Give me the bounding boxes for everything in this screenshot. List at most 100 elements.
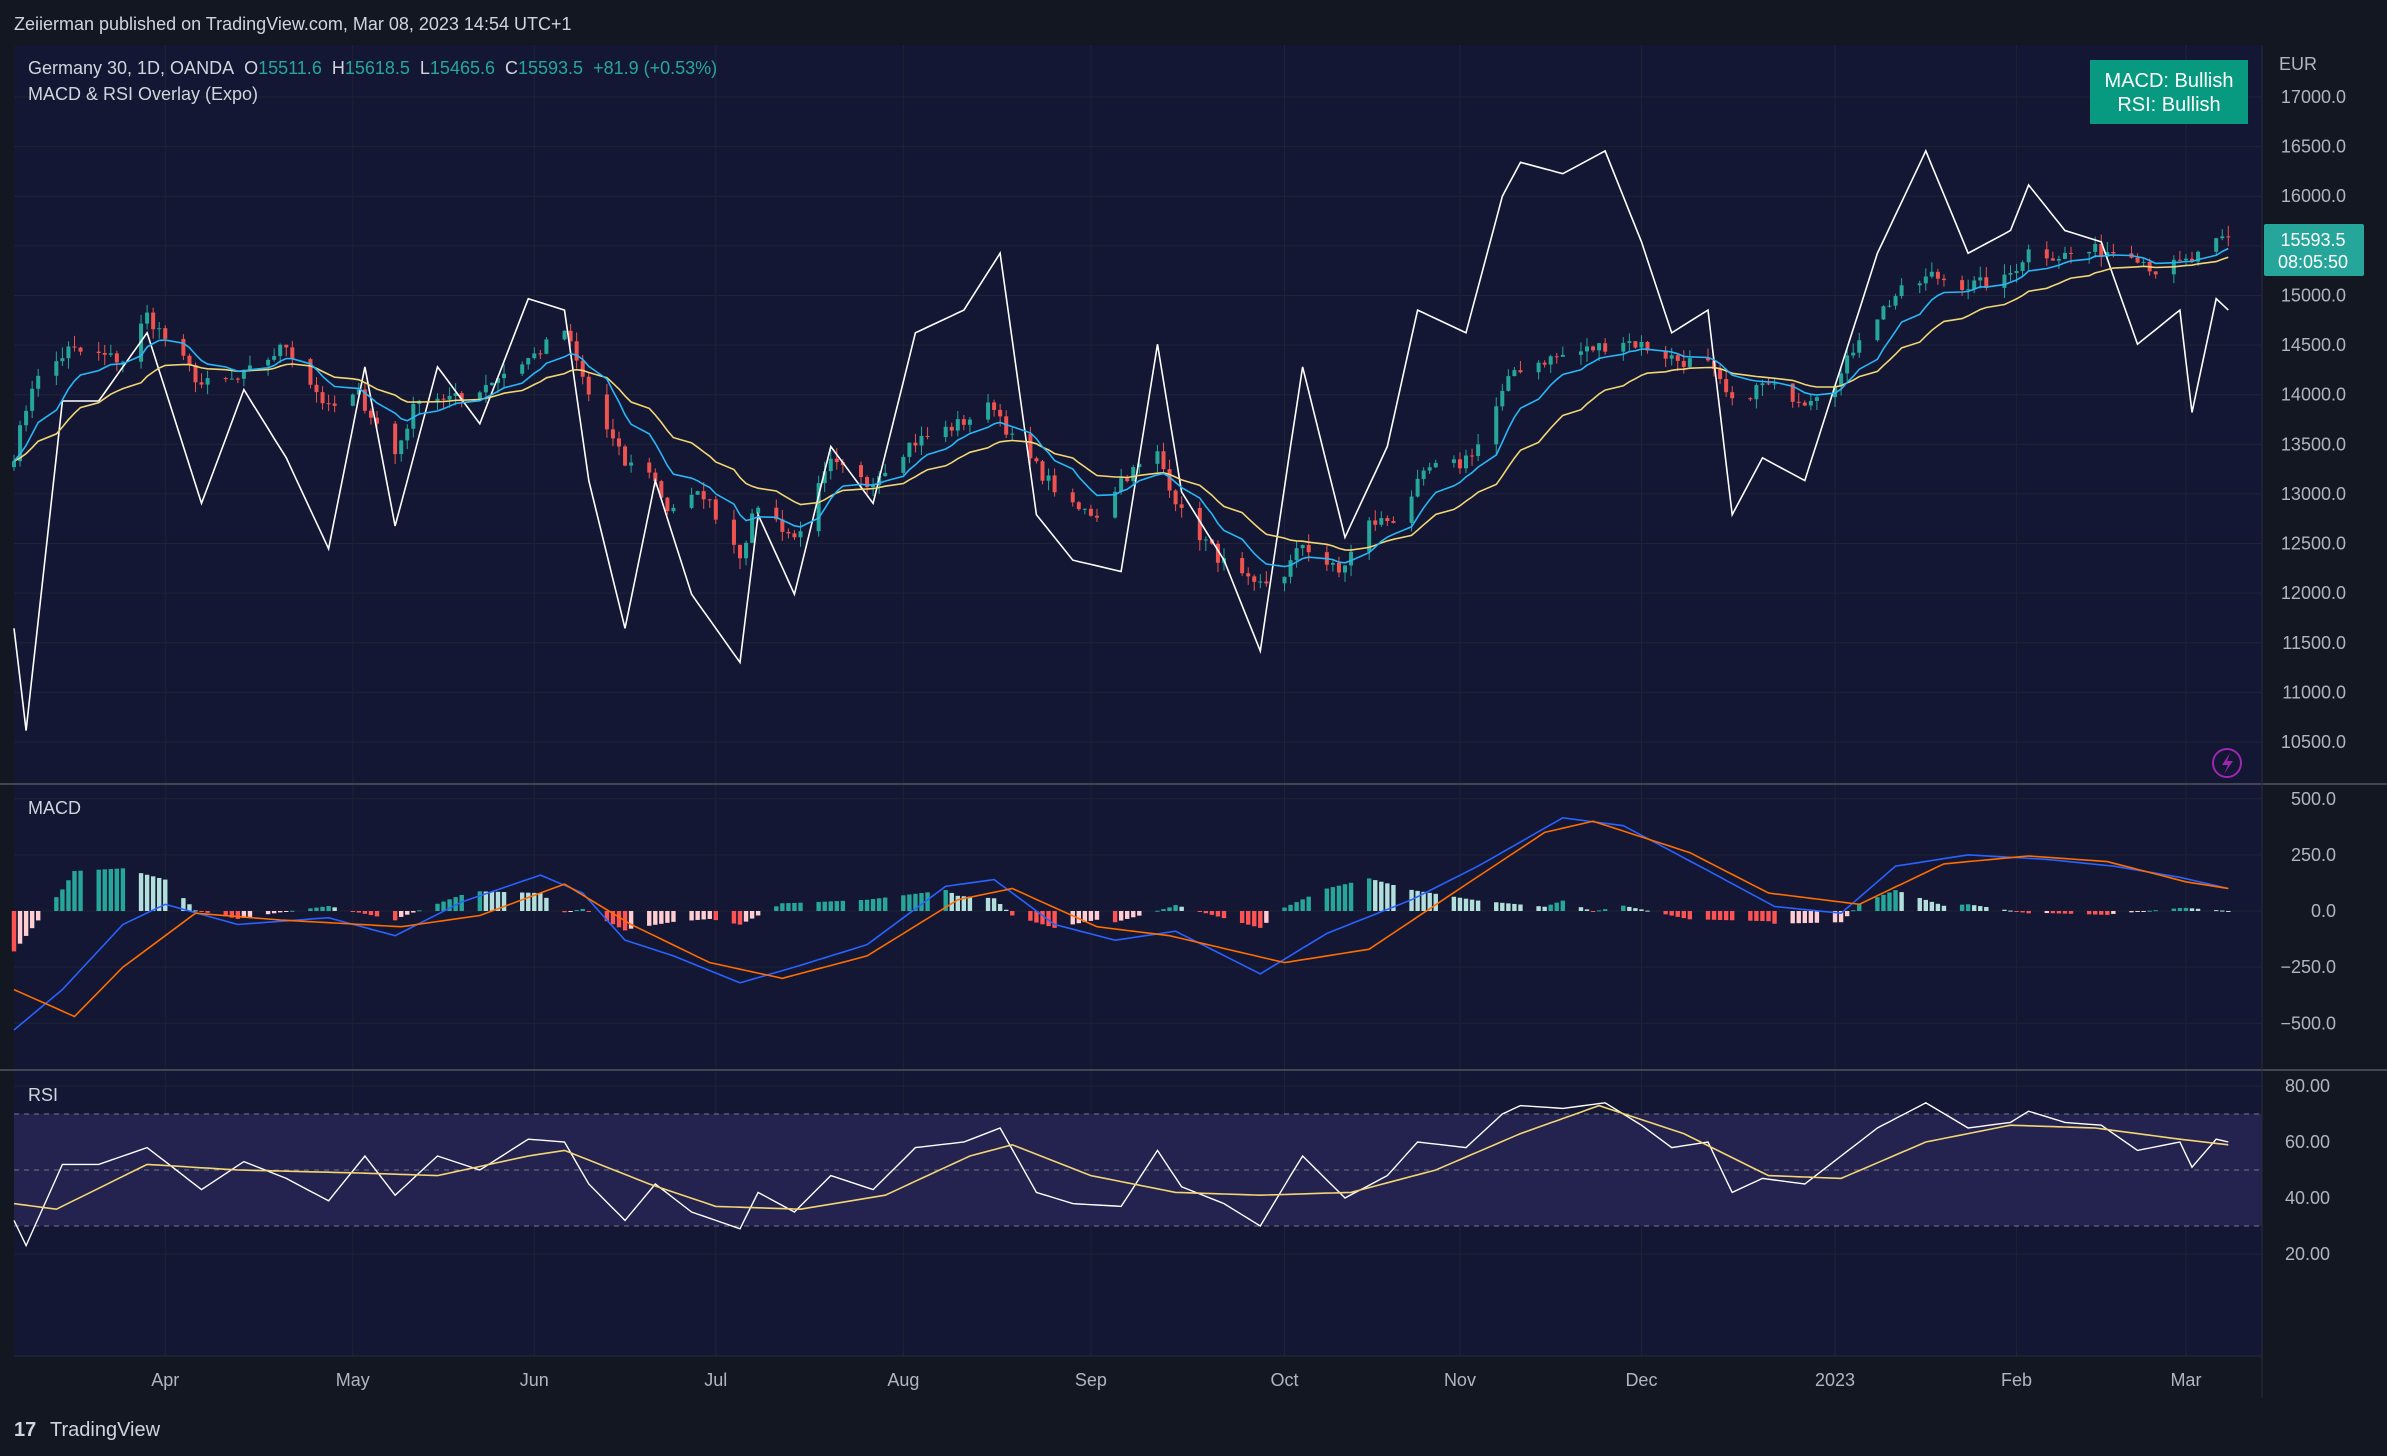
candle-body: [786, 531, 791, 534]
rsi-axis[interactable]: 80.00 60.00 40.00 20.00: [2285, 1076, 2330, 1264]
candle-body: [181, 338, 186, 356]
macd-histogram-bar: [1808, 911, 1814, 923]
macd-histogram-bar: [1415, 890, 1420, 911]
candle-body: [453, 393, 458, 396]
macd-histogram-bar: [1421, 891, 1426, 911]
macd-histogram-bar: [1984, 906, 1989, 911]
macd-histogram-bar: [792, 902, 797, 911]
macd-histogram-bar: [1167, 907, 1172, 911]
macd-histogram-bar: [1621, 905, 1626, 911]
candle-body: [629, 462, 634, 466]
macd-histogram-bar: [574, 910, 579, 912]
macd-histogram-bar: [907, 894, 912, 911]
macd-histogram-bar: [1028, 911, 1033, 921]
candle-body: [1542, 362, 1547, 365]
macd-histogram-bar: [610, 911, 616, 925]
candle-body: [1167, 469, 1172, 491]
candle-body: [1179, 504, 1184, 508]
candle-body: [986, 402, 991, 420]
macd-histogram-bar: [1602, 909, 1608, 911]
time-axis[interactable]: Apr May Jun Jul Aug Sep Oct Nov Dec 2023 Feb Mar: [151, 1370, 2201, 1390]
macd-histogram-bar: [1675, 911, 1680, 917]
low-label: L: [420, 58, 430, 78]
candle-body: [284, 344, 289, 348]
macd-histogram-bar: [1881, 894, 1886, 911]
price-plot: [12, 148, 2231, 731]
macd-histogram-bar: [247, 911, 253, 917]
macd-histogram-bar: [858, 900, 864, 911]
last-price-tag: 15593.5 08:05:50: [2264, 224, 2364, 276]
macd-histogram-bar: [489, 891, 495, 911]
price-axis[interactable]: 17000.016500.016000.015500.015000.014500…: [2281, 87, 2346, 752]
macd-histogram-bar: [798, 902, 803, 911]
macd-histogram-bar: [392, 911, 398, 921]
candle-body: [1052, 475, 1057, 493]
candle-body: [707, 499, 712, 501]
candle-body: [308, 359, 313, 385]
candle-body: [1681, 360, 1686, 367]
symbol-legend[interactable]: Germany 30, 1D, OANDA O15511.6 H15618.5 L15…: [28, 58, 717, 104]
candle-body: [949, 426, 954, 431]
macd-histogram-bar: [653, 911, 658, 925]
macd-histogram-bar: [1832, 911, 1838, 923]
macd-histogram-bar: [1306, 896, 1311, 911]
candle-body: [1585, 346, 1589, 352]
macd-histogram-bar: [1161, 909, 1166, 911]
candle-body: [1814, 397, 1819, 401]
time-axis-label: Dec: [1625, 1370, 1657, 1390]
candle-body: [435, 398, 440, 401]
macd-histogram-bar: [1469, 899, 1475, 911]
macd-histogram-bar: [229, 911, 234, 918]
macd-histogram-bar: [2183, 907, 2189, 911]
macd-axis[interactable]: 500.0 250.0 0.0 −250.0 −500.0: [2280, 789, 2336, 1034]
price-pane[interactable]: [14, 45, 2262, 783]
candle-body: [2220, 236, 2225, 239]
macd-histogram-bar: [1978, 906, 1983, 911]
candle-body: [1421, 470, 1426, 479]
candle-body: [1578, 351, 1583, 355]
macd-histogram-bar: [308, 908, 313, 911]
price-axis-label: 15000.0: [2281, 285, 2346, 305]
macd-histogram-bar: [628, 911, 634, 929]
macd-histogram-bar: [1929, 901, 1935, 911]
macd-histogram-bar: [1838, 911, 1844, 923]
tradingview-logo[interactable]: 17 TradingView: [14, 1419, 161, 1441]
macd-histogram-bar: [350, 911, 355, 912]
macd-histogram-bar: [2002, 909, 2007, 911]
candle-body: [919, 435, 924, 446]
macd-pane[interactable]: [14, 785, 2262, 1069]
candle-body: [816, 483, 821, 532]
macd-histogram-bar: [356, 911, 362, 913]
macd-histogram-bar: [1088, 911, 1094, 921]
candle-body: [1173, 490, 1178, 505]
macd-histogram-bar: [1796, 911, 1801, 924]
candle-body: [604, 394, 609, 430]
candle-body: [586, 376, 591, 395]
macd-histogram-bar: [1282, 907, 1287, 911]
price-axis-label: 11000.0: [2282, 682, 2346, 702]
macd-histogram-bar: [157, 877, 162, 911]
lightning-icon[interactable]: [2212, 748, 2242, 778]
macd-histogram-bar: [647, 911, 652, 926]
macd-histogram-bar: [399, 911, 404, 917]
close-label: C: [505, 58, 518, 78]
candle-body: [647, 462, 652, 473]
candle-body: [1476, 444, 1481, 456]
macd-histogram-bar: [1560, 900, 1565, 911]
macd-histogram-bar: [417, 910, 422, 912]
macd-histogram-bar: [925, 892, 930, 911]
macd-histogram-bar: [1215, 911, 1221, 917]
candle-body: [1603, 343, 1608, 352]
macd-histogram-bar: [1264, 911, 1269, 923]
candle-body: [871, 485, 876, 488]
macd-histogram-bar: [278, 911, 283, 913]
macd-histogram-bar: [23, 911, 29, 936]
macd-histogram-bar: [1094, 911, 1100, 920]
candle-body: [1046, 475, 1051, 481]
macd-histogram-bar: [1578, 907, 1584, 911]
macd-histogram-bar: [1300, 899, 1305, 911]
candle-body: [1349, 551, 1354, 566]
macd-histogram-bar: [2086, 911, 2092, 915]
macd-histogram-bar: [1342, 884, 1348, 911]
candle-body: [1808, 400, 1813, 406]
